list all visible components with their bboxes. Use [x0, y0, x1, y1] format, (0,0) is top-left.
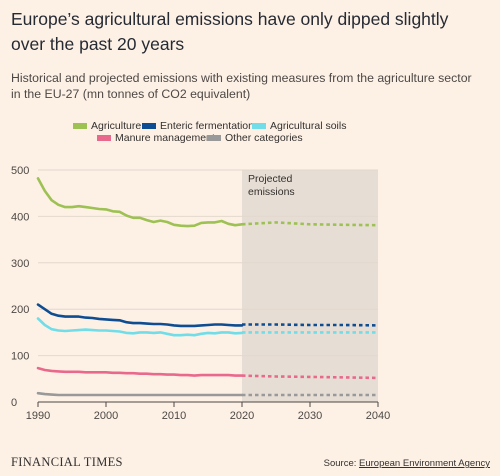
y-tick-label-400: 400 — [11, 211, 29, 223]
legend-swatch-agricultural-soils — [252, 123, 266, 129]
legend-swatch-agriculture — [73, 123, 87, 129]
projection-label: Projected emissions — [248, 173, 295, 198]
legend-item-enteric-fermentation: Enteric fermentation — [142, 120, 254, 132]
legend-item-agriculture: Agriculture — [73, 120, 141, 132]
legend-label-agricultural-soils: Agricultural soils — [270, 120, 347, 132]
legend-label-other-categories: Other categories — [225, 132, 303, 144]
x-tick-label-1990: 1990 — [26, 410, 50, 422]
source-note: Source: European Environment Agency — [324, 458, 490, 469]
series-line-other-categories — [36, 391, 244, 397]
y-tick-label-200: 200 — [11, 304, 29, 316]
source-link[interactable]: European Environment Agency — [359, 458, 490, 469]
series-line-agriculture — [36, 177, 244, 228]
ft-logo: FINANCIAL TIMES — [11, 455, 123, 469]
legend-swatch-enteric-fermentation — [142, 123, 156, 129]
y-tick-label-300: 300 — [11, 258, 29, 270]
x-tick-label-2020: 2020 — [230, 410, 254, 422]
legend-swatch-manure-management — [97, 135, 111, 141]
series-line-agricultural-soils — [36, 317, 244, 337]
projection-band — [242, 170, 378, 402]
legend-item-manure-management: Manure management — [97, 132, 215, 144]
series-line-manure-management — [36, 366, 244, 377]
chart-subtitle: Historical and projected emissions with … — [11, 71, 472, 101]
legend-item-agricultural-soils: Agricultural soils — [252, 120, 346, 132]
legend-label-enteric-fermentation: Enteric fermentation — [160, 120, 254, 132]
y-tick-label-100: 100 — [11, 351, 29, 363]
x-tick-label-2040: 2040 — [366, 410, 390, 422]
legend-swatch-other-categories — [207, 135, 221, 141]
series-line-enteric-fermentation — [36, 303, 244, 328]
legend-label-agriculture: Agriculture — [91, 120, 142, 132]
y-tick-label-500: 500 — [11, 165, 29, 177]
chart-title: Europe’s agricultural emissions have onl… — [11, 9, 449, 54]
x-tick-label-2000: 2000 — [94, 410, 118, 422]
y-tick-label-0: 0 — [11, 397, 17, 409]
series-projection-manure-management — [241, 374, 379, 380]
series-projection-agriculture — [241, 221, 379, 227]
x-tick-label-2010: 2010 — [162, 410, 186, 422]
legend-item-other-categories: Other categories — [207, 132, 303, 144]
legend-label-manure-management: Manure management — [115, 132, 215, 144]
source-prefix: Source: — [323, 458, 360, 469]
chart-legend: Agriculture Enteric fermentation Agricul… — [0, 120, 500, 154]
x-tick-label-2030: 2030 — [298, 410, 322, 422]
series-projection-enteric-fermentation — [242, 323, 379, 327]
